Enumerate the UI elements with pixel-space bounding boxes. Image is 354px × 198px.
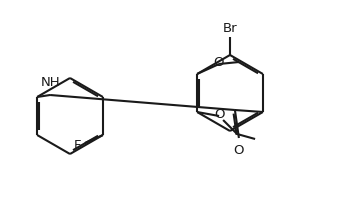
Text: O: O [234, 144, 244, 157]
Text: NH: NH [40, 76, 60, 89]
Text: O: O [213, 56, 223, 69]
Text: Br: Br [223, 22, 237, 35]
Text: O: O [214, 109, 224, 122]
Text: F: F [73, 138, 81, 151]
